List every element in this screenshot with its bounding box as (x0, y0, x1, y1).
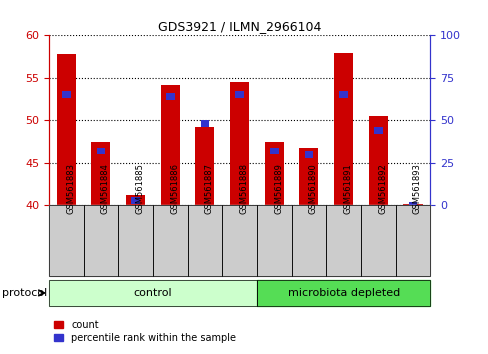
Bar (264, 142, 283, 205)
Bar (49, 205, 83, 276)
Bar (360, 205, 395, 276)
Bar (222, 205, 256, 276)
Bar (333, 53, 352, 205)
Bar (256, 205, 291, 276)
Text: GSM561893: GSM561893 (412, 163, 421, 214)
Bar (83, 205, 118, 276)
Text: GSM561884: GSM561884 (101, 163, 110, 214)
Bar (165, 93, 174, 100)
Text: GSM561883: GSM561883 (66, 163, 75, 214)
Text: GSM561889: GSM561889 (274, 163, 283, 214)
Bar (126, 195, 145, 205)
Text: control: control (133, 288, 172, 298)
Bar (325, 205, 360, 276)
Bar (373, 127, 382, 134)
Bar (291, 205, 325, 276)
Bar (235, 91, 244, 98)
Bar (256, 280, 429, 306)
Bar (49, 280, 256, 306)
Bar (408, 202, 416, 209)
Text: GSM561888: GSM561888 (239, 163, 248, 214)
Bar (153, 205, 187, 276)
Text: GSM561890: GSM561890 (308, 163, 317, 214)
Bar (96, 148, 105, 154)
Text: microbiota depleted: microbiota depleted (287, 288, 399, 298)
Bar (325, 205, 360, 276)
Bar (153, 205, 187, 276)
Bar (118, 205, 153, 276)
Bar (299, 148, 318, 205)
Bar (187, 205, 222, 276)
Text: GSM561892: GSM561892 (378, 163, 386, 214)
Bar (222, 205, 256, 276)
Bar (230, 82, 249, 205)
Title: GDS3921 / ILMN_2966104: GDS3921 / ILMN_2966104 (158, 20, 321, 33)
Bar (395, 205, 429, 276)
Bar (269, 148, 278, 154)
Bar (200, 120, 209, 127)
Bar (360, 205, 395, 276)
Text: GSM561887: GSM561887 (204, 163, 213, 214)
Bar (256, 280, 429, 306)
Bar (395, 205, 429, 276)
Bar (62, 91, 70, 98)
Text: protocol: protocol (2, 288, 47, 298)
Bar (403, 204, 422, 205)
Bar (49, 280, 256, 306)
Bar (256, 205, 291, 276)
Bar (187, 205, 222, 276)
Text: GSM561886: GSM561886 (170, 163, 179, 214)
Bar (339, 91, 347, 98)
Bar (368, 116, 387, 205)
Bar (49, 205, 83, 276)
Bar (195, 127, 214, 205)
Bar (291, 205, 325, 276)
Bar (57, 54, 76, 205)
Text: GSM561885: GSM561885 (135, 163, 144, 214)
Bar (118, 205, 153, 276)
Bar (304, 151, 313, 158)
Bar (161, 85, 180, 205)
Bar (83, 205, 118, 276)
Text: GSM561891: GSM561891 (343, 163, 352, 214)
Bar (91, 142, 110, 205)
Legend: count, percentile rank within the sample: count, percentile rank within the sample (54, 320, 236, 343)
Bar (131, 197, 140, 204)
